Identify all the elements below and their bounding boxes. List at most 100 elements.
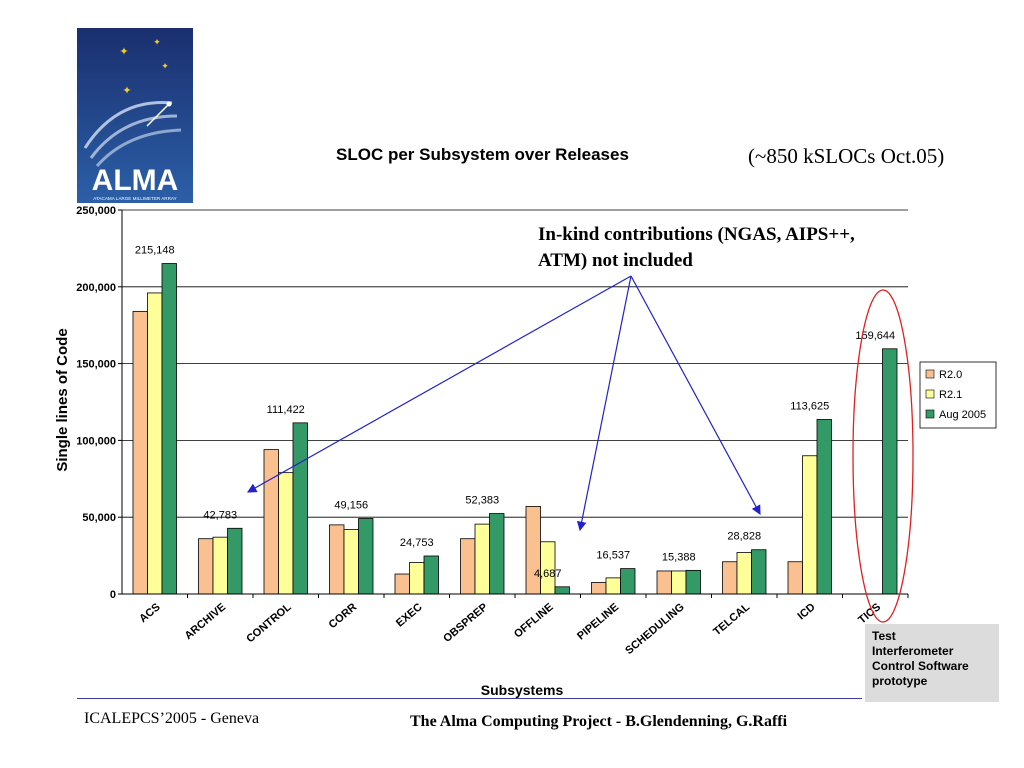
annotation-arrow <box>576 275 632 532</box>
x-tick-labels: ACS ARCHIVE CONTROL CORR EXEC OBSPREP OFFLINE P… <box>137 601 883 657</box>
bar-aug-2005 <box>816 419 832 595</box>
bar-r2-1 <box>212 536 228 595</box>
x-tick-label: SCHEDULING <box>623 601 686 657</box>
star-icon: ✦ <box>153 37 161 47</box>
tics-note-line1: Test <box>872 629 896 643</box>
x-tick-label: TELCAL <box>711 601 752 638</box>
bar-aug-2005 <box>554 586 570 595</box>
x-tick-label: EXEC <box>394 601 425 629</box>
data-label: 52,383 <box>465 495 499 507</box>
annotation-arrow <box>630 275 761 516</box>
tics-note-line3: Control Software <box>872 659 969 673</box>
data-label: 15,388 <box>662 551 696 563</box>
data-label: 113,625 <box>790 400 829 412</box>
footer-divider <box>77 698 862 699</box>
bar-r2-0 <box>460 538 476 595</box>
bar-r2-0 <box>394 573 410 595</box>
data-labels: 215,148 42,783 111,422 49,156 24,753 52,383 4,… <box>135 245 895 580</box>
chart-gridlines <box>122 209 908 518</box>
x-tick-label: OFFLINE <box>512 601 556 640</box>
footer-conference: ICALEPCS’2005 - Geneva <box>84 710 260 727</box>
annotation-arrows <box>246 275 761 532</box>
chart-axes <box>118 209 909 598</box>
data-label: 16,537 <box>596 550 630 562</box>
bar-aug-2005 <box>227 527 243 595</box>
bar-r2-1 <box>802 455 818 595</box>
chart-legend: R2.0 R2.1 Aug 2005 <box>919 361 997 429</box>
bar-r2-0 <box>722 561 738 595</box>
y-tick-label: 100,000 <box>76 435 116 447</box>
bar-r2-1 <box>278 472 294 595</box>
y-tick-label: 200,000 <box>76 282 116 294</box>
bar-r2-0 <box>525 506 541 595</box>
legend-entry: Aug 2005 <box>939 409 986 421</box>
bar-r2-0 <box>329 524 345 595</box>
bar-r2-0 <box>656 570 672 595</box>
bar-aug-2005 <box>489 513 505 595</box>
chart-title: SLOC per Subsystem over Releases <box>336 145 629 164</box>
ksloc-note: (~850 kSLOCs Oct.05) <box>748 144 945 168</box>
legend-swatch <box>925 389 935 399</box>
legend-swatch <box>925 409 935 419</box>
x-tick-label: ACS <box>137 601 163 625</box>
y-tick-label: 50,000 <box>82 512 116 524</box>
bar-aug-2005 <box>882 348 898 595</box>
x-tick-label: PIPELINE <box>575 601 621 642</box>
x-axis-label: Subsystems <box>481 682 564 698</box>
data-label: 4,687 <box>534 568 562 580</box>
inkind-note: In-kind contributions (NGAS, AIPS++, ATM… <box>538 222 938 274</box>
tics-highlight-ellipse <box>852 289 914 623</box>
star-icon: ✦ <box>161 61 169 71</box>
y-tick-label: 250,000 <box>76 205 116 217</box>
alma-logo: ✦ ✦ ✦ ✦ ALMA ATACAMA LARGE MILLIMETER AR… <box>77 28 193 203</box>
bar-r2-0 <box>787 561 803 595</box>
x-tick-label: CORR <box>327 601 360 631</box>
tics-note-line2: Interferometer <box>872 644 954 658</box>
data-label: 215,148 <box>135 245 175 257</box>
bar-r2-1 <box>147 292 163 595</box>
tics-note: Test Interferometer Control Software pro… <box>865 624 999 702</box>
bar-aug-2005 <box>685 569 701 595</box>
bar-aug-2005 <box>161 263 177 595</box>
data-label: 24,753 <box>400 537 434 549</box>
tics-note-line4: prototype <box>872 674 928 688</box>
bar-r2-1 <box>605 577 621 595</box>
bar-aug-2005 <box>423 555 439 595</box>
bar-r2-0 <box>198 538 214 595</box>
bar-r2-0 <box>591 582 607 595</box>
data-label: 111,422 <box>267 404 305 416</box>
x-tick-label: OBSPREP <box>441 601 490 645</box>
legend-entry: R2.0 <box>939 369 962 381</box>
bar-aug-2005 <box>751 549 767 595</box>
y-axis-label: Single lines of Code <box>54 328 71 471</box>
chart-bars <box>132 263 898 595</box>
bar-r2-1 <box>409 562 425 595</box>
bar-r2-1 <box>343 529 359 595</box>
x-tick-label: ARCHIVE <box>183 601 229 642</box>
data-label: 42,783 <box>203 509 237 521</box>
bar-r2-0 <box>132 310 148 595</box>
bar-r2-1 <box>474 523 490 595</box>
star-icon: ✦ <box>122 85 131 97</box>
footer-project: The Alma Computing Project - B.Glendenni… <box>410 713 788 730</box>
y-tick-label: 0 <box>110 589 116 601</box>
data-label: 28,828 <box>727 531 761 543</box>
bar-r2-1 <box>736 552 752 595</box>
bar-aug-2005 <box>620 568 636 595</box>
bar-r2-1 <box>671 570 687 595</box>
bar-aug-2005 <box>358 518 374 595</box>
y-tick-label: 150,000 <box>76 359 116 371</box>
bar-aug-2005 <box>292 422 308 595</box>
logo-subtitle: ATACAMA LARGE MILLIMETER ARRAY <box>93 196 176 201</box>
legend-entry: R2.1 <box>939 389 962 401</box>
inkind-note-line1: In-kind contributions (NGAS, AIPS++, <box>538 224 855 245</box>
x-tick-label: ICD <box>795 601 817 622</box>
legend-swatch <box>925 369 935 379</box>
logo-wordmark: ALMA <box>92 164 179 197</box>
inkind-note-line2: ATM) not included <box>538 250 693 271</box>
data-label: 159,644 <box>855 330 895 342</box>
bar-r2-0 <box>263 449 279 595</box>
annotation-arrow <box>246 275 632 493</box>
x-tick-label: CONTROL <box>244 601 294 645</box>
